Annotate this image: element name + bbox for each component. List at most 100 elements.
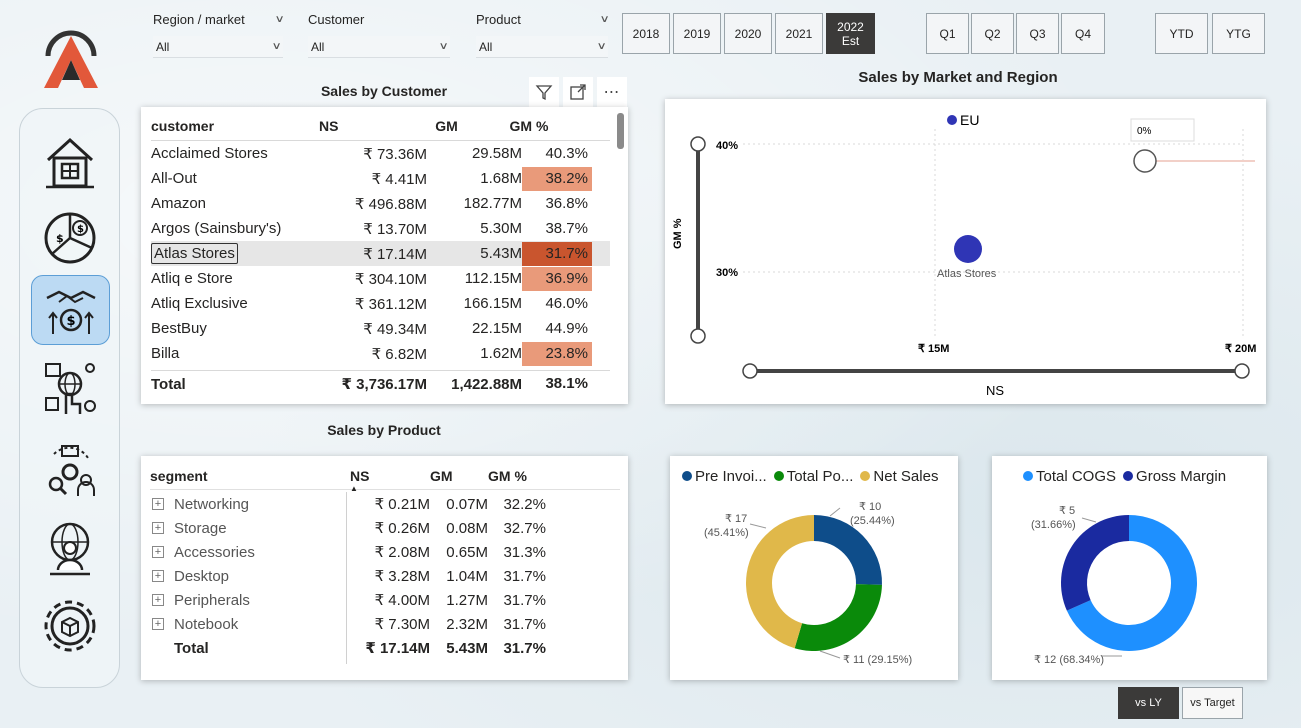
customer-ns: ₹ 49.34M (363, 320, 427, 338)
nav-executive[interactable] (30, 513, 110, 583)
list-item[interactable]: + Networking ₹ 0.21M 0.07M 32.2% (150, 492, 620, 516)
vs-ly-button[interactable]: vs LY (1118, 687, 1179, 719)
header-ns[interactable]: NS (319, 117, 339, 134)
customer-gm-pct: 36.9% (522, 266, 592, 291)
list-item[interactable]: + Storage ₹ 0.26M 0.08M 32.7% (150, 516, 620, 540)
legend-eu: EU (960, 112, 979, 128)
year-button-2020[interactable]: 2020 (724, 13, 772, 54)
customer-slicer[interactable]: Customer All ∨ (308, 10, 450, 58)
quarter-button-q3[interactable]: Q3 (1016, 13, 1059, 54)
segment-cell: + Storage (150, 520, 350, 537)
year-button-2021[interactable]: 2021 (775, 13, 823, 54)
legend-pre-invoice[interactable]: Pre Invoi... (682, 468, 767, 485)
vs-target-button[interactable]: vs Target (1182, 687, 1243, 719)
header-gm[interactable]: GM (435, 117, 458, 134)
focus-mode-icon[interactable] (563, 77, 593, 107)
header-gm-pct[interactable]: GM % (509, 117, 549, 134)
table-row[interactable]: BestBuy ₹ 49.34M 22.15M 44.9% (151, 316, 610, 341)
x-range-handle-left[interactable] (742, 363, 758, 379)
play-axis-handle[interactable] (1133, 149, 1157, 173)
customer-gm-pct: 36.8% (545, 194, 588, 212)
segment-gm: 1.04M (446, 567, 488, 585)
header-gm[interactable]: GM (430, 467, 453, 484)
legend-dot-eu (947, 115, 957, 125)
product-slicer[interactable]: Product ∨ All ∨ (476, 10, 610, 58)
scatter-point-atlas-stores[interactable] (954, 235, 982, 263)
customer-name: Argos (Sainsbury's) (151, 220, 282, 237)
nav-supply-chain[interactable] (30, 435, 110, 505)
table-row[interactable]: Atliq Exclusive ₹ 361.12M 166.15M 46.0% (151, 291, 610, 316)
x-range-handle-right[interactable] (1234, 363, 1250, 379)
donut2-slice-gross-margin[interactable] (1061, 515, 1129, 611)
list-item[interactable]: + Notebook ₹ 7.30M 2.32M 31.7% (150, 612, 620, 636)
chevron-down-icon[interactable]: ∨ (599, 13, 610, 25)
nav-finance[interactable]: $ $ (30, 203, 110, 273)
donut2-svg: ₹ 5 (31.66%) ₹ 12 (68.34%) (1031, 505, 1197, 666)
nav-settings[interactable] (30, 591, 110, 661)
list-item[interactable]: + Accessories ₹ 2.08M 0.65M 31.3% (150, 540, 620, 564)
region-dropdown[interactable]: All ∨ (153, 36, 283, 58)
legend-total-post[interactable]: Total Po... (773, 468, 853, 485)
header-customer[interactable]: customer (151, 117, 215, 134)
table-row[interactable]: All-Out ₹ 4.41M 1.68M 38.2% (151, 166, 610, 191)
year-button-2019[interactable]: 2019 (673, 13, 721, 54)
table-row[interactable]: Argos (Sainsbury's) ₹ 13.70M 5.30M 38.7% (151, 216, 610, 241)
quarter-button-q4[interactable]: Q4 (1061, 13, 1105, 54)
year-button-2022-est[interactable]: 2022 Est (826, 13, 875, 54)
segment-name: Notebook (174, 615, 239, 633)
segment-gm-pct: 32.7% (503, 519, 546, 537)
donut2-slice-total-cogs[interactable] (1066, 515, 1197, 651)
product-dropdown[interactable]: All ∨ (476, 36, 608, 58)
expand-plus-icon[interactable]: + (152, 522, 164, 534)
nav-marketing[interactable] (30, 353, 110, 423)
customer-dropdown[interactable]: All ∨ (308, 36, 450, 58)
donut1-slice-total-post[interactable] (794, 584, 882, 651)
list-item[interactable]: + Peripherals ₹ 4.00M 1.27M 31.7% (150, 588, 620, 612)
customer-ns: ₹ 13.70M (363, 220, 427, 238)
expand-plus-icon[interactable]: + (152, 570, 164, 582)
quarter-button-q2[interactable]: Q2 (971, 13, 1014, 54)
total-gm: 1,422.88M (451, 375, 522, 393)
list-item[interactable]: + Desktop ₹ 3.28M 1.04M 31.7% (150, 564, 620, 588)
expand-plus-icon[interactable]: + (152, 498, 164, 510)
customer-ns: ₹ 304.10M (354, 270, 427, 288)
table-row[interactable]: Acclaimed Stores ₹ 73.36M 29.58M 40.3% (151, 141, 610, 166)
table-row[interactable]: Atliq e Store ₹ 304.10M 112.15M 36.9% (151, 266, 610, 291)
table-scrollbar[interactable] (617, 113, 624, 149)
donut1-slice-pre-invoice[interactable] (814, 515, 882, 585)
nav-home[interactable] (30, 127, 110, 197)
ytd-button[interactable]: YTD (1155, 13, 1208, 54)
legend-gross-margin[interactable]: Gross Margin (1123, 468, 1226, 485)
customer-gm: 22.15M (471, 320, 522, 337)
year-button-2018[interactable]: 2018 (622, 13, 670, 54)
expand-plus-icon[interactable]: + (152, 546, 164, 558)
segment-gm: 1.27M (446, 591, 488, 609)
y-range-handle-top[interactable] (690, 136, 706, 152)
donut1-label-1: ₹ 11 (29.15%) (843, 654, 912, 666)
customer-table-header: customer NS GM GM % (151, 111, 610, 141)
region-slicer[interactable]: Region / market ∨ All ∨ (153, 10, 285, 58)
product-value: All (479, 39, 493, 54)
header-segment[interactable]: segment (150, 467, 208, 484)
donut1-slice-net-sales[interactable] (745, 515, 814, 649)
segment-gm: 0.08M (446, 519, 488, 537)
donut1-label-2-pct: (45.41%) (704, 527, 749, 539)
table-row[interactable]: Amazon ₹ 496.88M 182.77M 36.8% (151, 191, 610, 216)
table-row[interactable]: Atlas Stores ₹ 17.14M 5.43M 31.7% (151, 241, 610, 266)
table-row[interactable]: Billa ₹ 6.82M 1.62M 23.8% (151, 341, 610, 366)
expand-plus-icon[interactable]: + (152, 594, 164, 606)
quarter-button-q1[interactable]: Q1 (926, 13, 969, 54)
nav-sales[interactable]: $ (31, 275, 110, 345)
expand-plus-icon[interactable]: + (152, 618, 164, 630)
legend-net-sales[interactable]: Net Sales (860, 468, 938, 485)
ytg-button[interactable]: YTG (1212, 13, 1265, 54)
more-options-icon[interactable]: ⋯ (597, 77, 627, 107)
header-gm-pct[interactable]: GM % (488, 467, 527, 484)
filter-icon[interactable] (529, 77, 559, 107)
header-ns[interactable]: NS ▲ (350, 468, 430, 493)
legend-dot (860, 471, 871, 481)
legend-total-cogs[interactable]: Total COGS (1023, 468, 1116, 485)
y-tick-30: 30% (716, 267, 738, 279)
y-range-handle-bottom[interactable] (690, 328, 706, 344)
chevron-down-icon[interactable]: ∨ (274, 13, 285, 25)
